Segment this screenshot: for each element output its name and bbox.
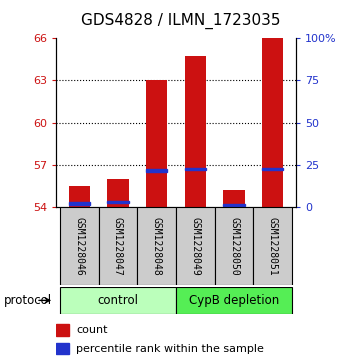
FancyBboxPatch shape	[215, 207, 253, 285]
Text: GSM1228046: GSM1228046	[74, 217, 84, 275]
Text: GSM1228048: GSM1228048	[152, 217, 162, 275]
Text: percentile rank within the sample: percentile rank within the sample	[77, 344, 264, 354]
Text: protocol: protocol	[4, 294, 52, 307]
Bar	[262, 38, 283, 207]
Text: CypB depletion: CypB depletion	[189, 294, 279, 307]
Text: GDS4828 / ILMN_1723035: GDS4828 / ILMN_1723035	[81, 13, 280, 29]
Text: GSM1228051: GSM1228051	[268, 217, 278, 275]
Bar	[223, 204, 245, 206]
Bar	[107, 201, 129, 203]
Bar	[146, 80, 167, 207]
Text: control: control	[97, 294, 138, 307]
Bar	[262, 168, 283, 170]
Bar	[56, 325, 69, 337]
Bar	[107, 179, 129, 207]
FancyBboxPatch shape	[60, 207, 99, 285]
Bar	[185, 168, 206, 170]
Text: GSM1228047: GSM1228047	[113, 217, 123, 275]
FancyBboxPatch shape	[176, 207, 215, 285]
FancyBboxPatch shape	[137, 207, 176, 285]
Bar	[69, 186, 90, 207]
Text: GSM1228050: GSM1228050	[229, 217, 239, 275]
FancyBboxPatch shape	[176, 287, 292, 314]
Bar	[185, 56, 206, 207]
Bar	[146, 169, 167, 172]
Bar	[223, 190, 245, 207]
Text: count: count	[77, 325, 108, 335]
FancyBboxPatch shape	[99, 207, 137, 285]
Bar	[56, 343, 69, 354]
FancyBboxPatch shape	[60, 287, 176, 314]
Text: GSM1228049: GSM1228049	[190, 217, 200, 275]
FancyBboxPatch shape	[253, 207, 292, 285]
Bar	[69, 202, 90, 205]
